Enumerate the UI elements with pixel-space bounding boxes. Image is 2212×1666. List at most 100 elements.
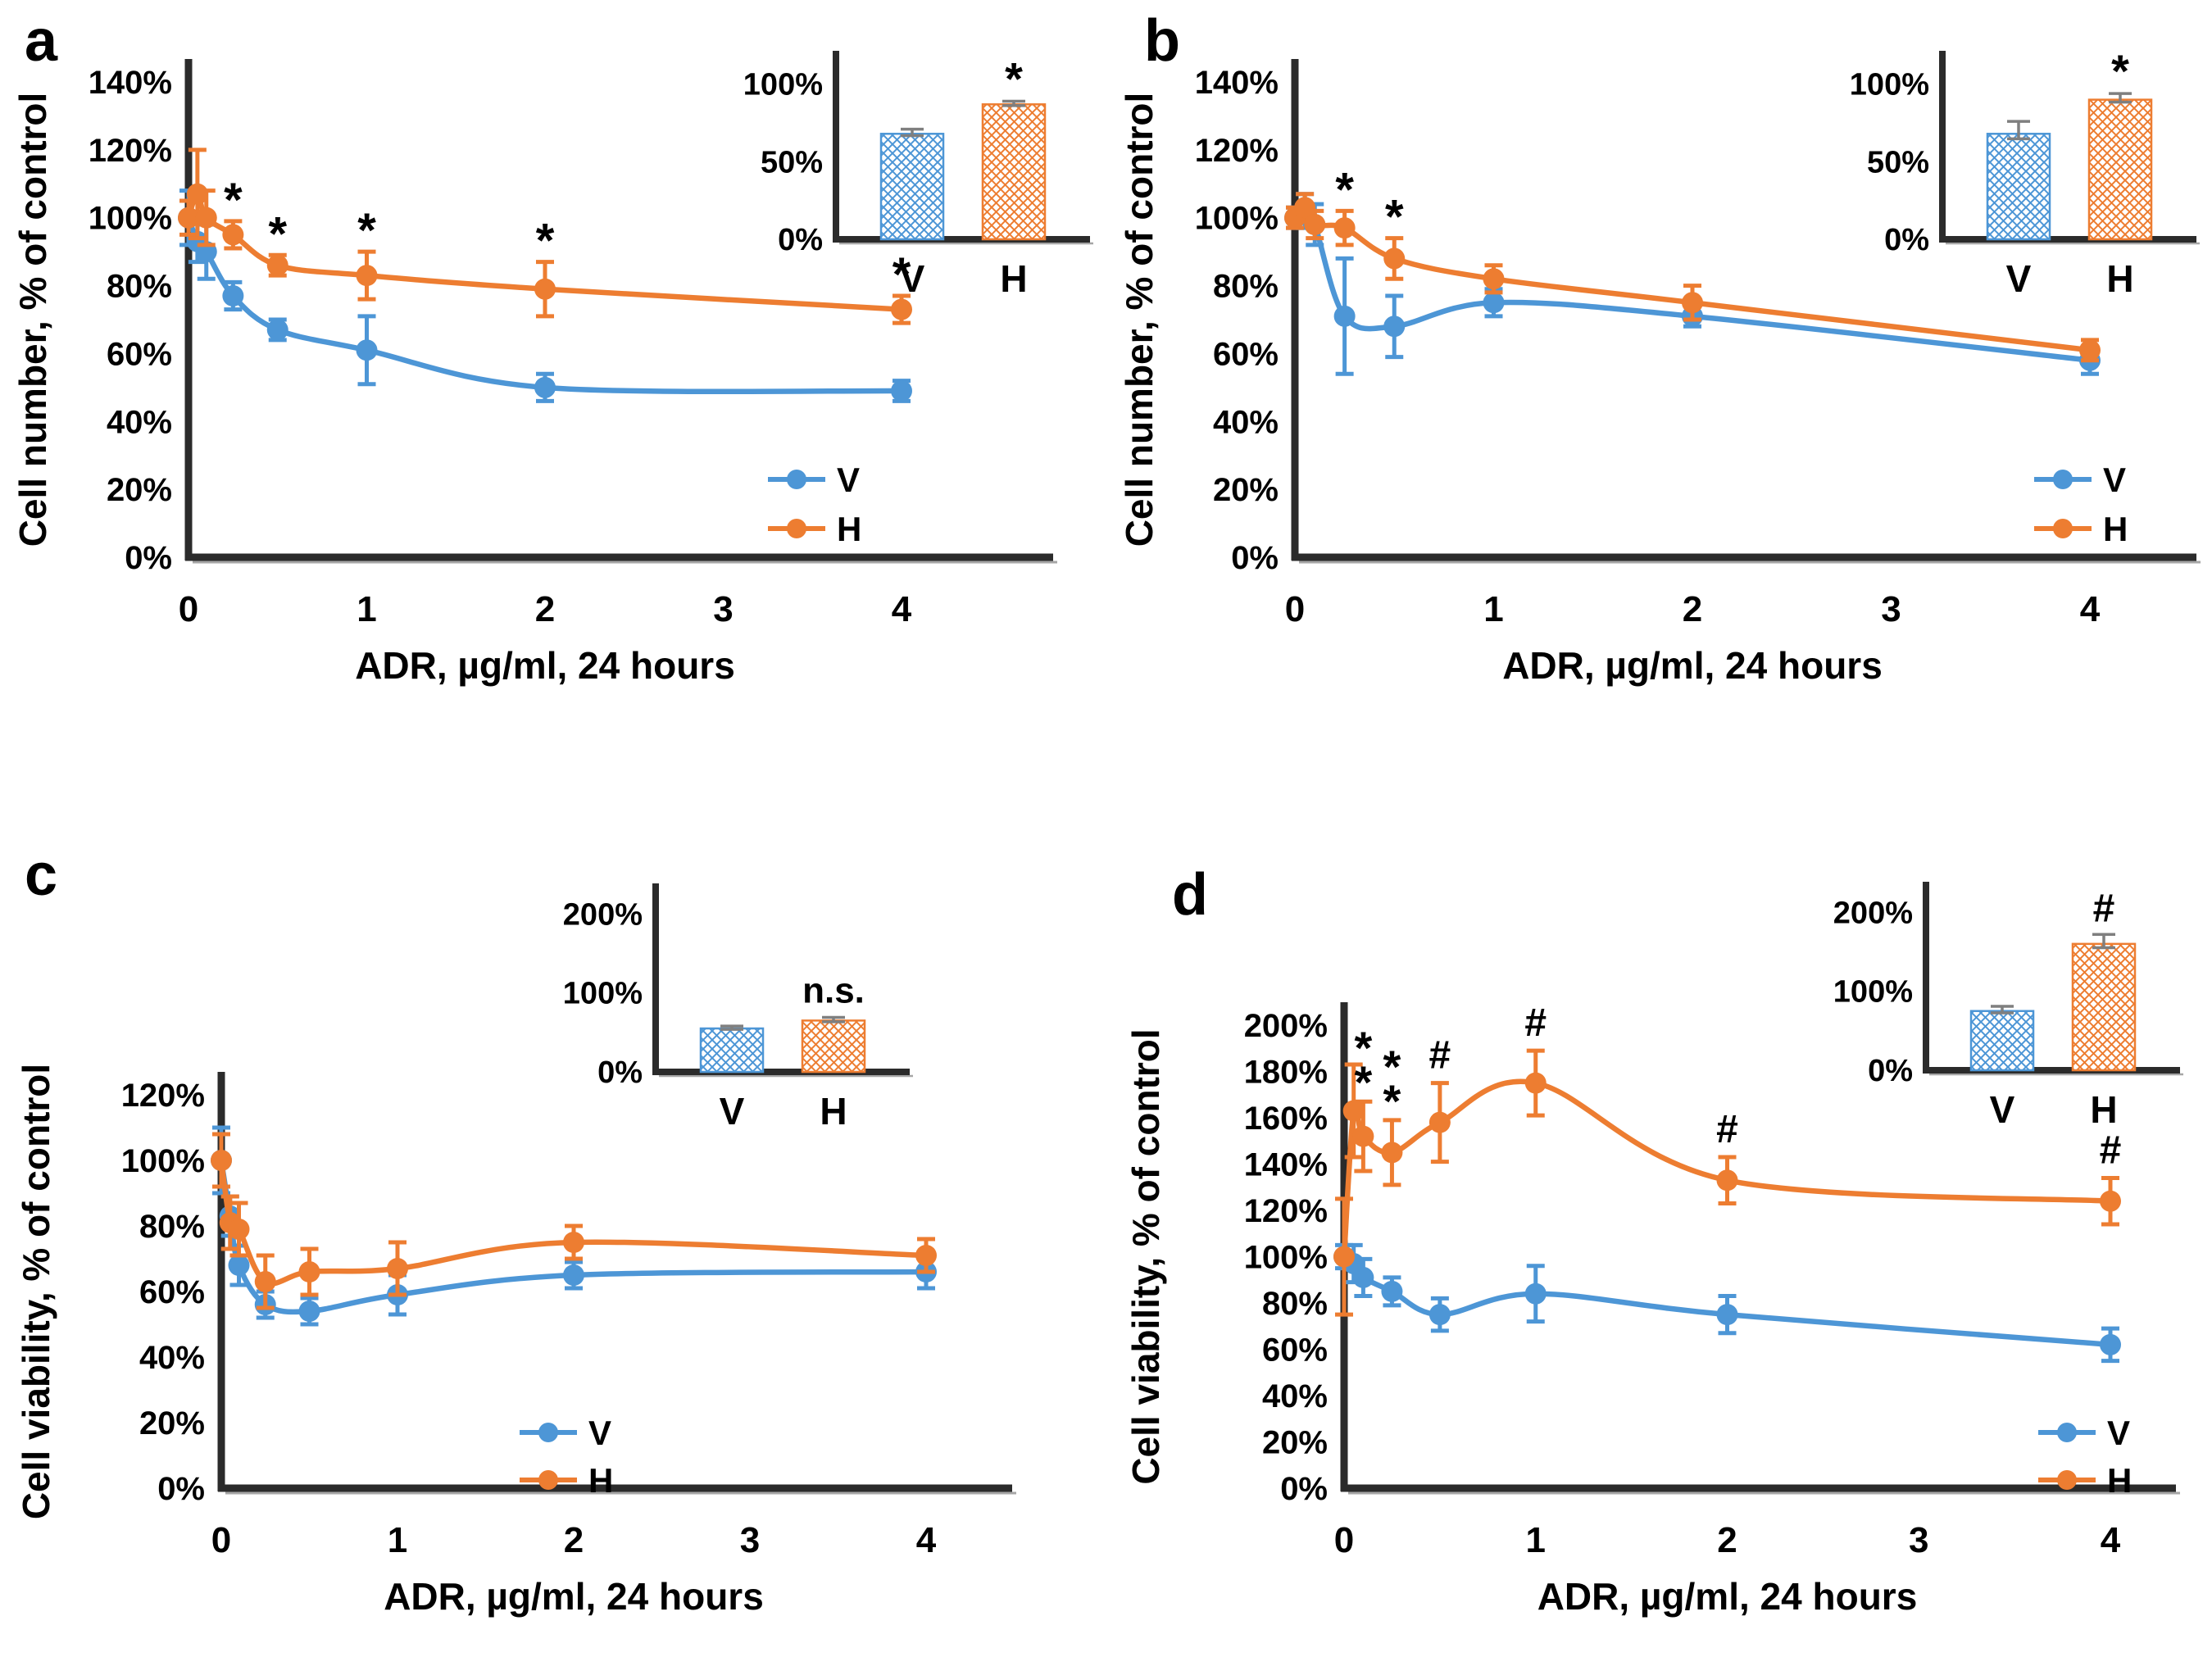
legend-label: V [837, 461, 860, 499]
x-tick-label: 1 [357, 589, 376, 629]
legend-marker [2053, 470, 2073, 489]
chart-a: 0% 20% 40% 60% 80% 100% 120% 140% 0 1 2 3 4 ADR, µg/m… [11, 51, 1093, 687]
panel-letter-a: a [25, 8, 58, 74]
chart-c: 0% 20% 40% 60% 80% 100% 120% 0 1 2 3 4 ADR, µg/ml, 2… [15, 883, 1016, 1618]
data-point-H [1381, 1142, 1403, 1164]
sig-marker: * [536, 215, 555, 268]
x-tick-label: 2 [1683, 589, 1702, 629]
data-point-H [1352, 1125, 1374, 1147]
inset-y-tick-label: 0% [778, 223, 823, 257]
legend-item-H: H [520, 1461, 613, 1500]
data-point-V [222, 285, 244, 306]
panel-c: c 0% 20% 40% 60% 80% 100% 120% 0 1 2 3 4 ADR, µg/ml,… [0, 833, 1106, 1665]
inset-bar-V [879, 133, 945, 241]
inset-y-tick-label: 50% [1867, 145, 1929, 179]
x-tick-label: 0 [1334, 1520, 1354, 1560]
y-tick-label: 80% [107, 269, 172, 305]
y-tick-label: 120% [121, 1078, 205, 1114]
data-point-H [178, 207, 199, 229]
sig-marker: # [1716, 1108, 1738, 1151]
legend-label: V [2107, 1414, 2130, 1452]
data-point-V [298, 1301, 320, 1322]
main-axes [1291, 59, 2201, 564]
data-point-H [1682, 292, 1703, 314]
y-tick-label: 40% [107, 404, 172, 440]
data-point-V [228, 1255, 250, 1276]
inset-bar-label: H [2106, 257, 2133, 300]
inset-bar-label: V [2006, 257, 2032, 300]
legend-item-H: H [2038, 1461, 2132, 1500]
y-tick-label: 180% [1244, 1055, 1328, 1091]
y-tick-label: 100% [1244, 1240, 1328, 1276]
data-point-H [2100, 1190, 2121, 1212]
data-point-H [1333, 1246, 1355, 1268]
y-tick-label: 0% [157, 1471, 205, 1507]
y-axis-title: Cell number, % of control [11, 93, 54, 547]
x-axis-title: ADR, µg/ml, 24 hours [1502, 644, 1883, 687]
x-tick-label: 0 [179, 589, 198, 629]
legend-item-V: V [768, 461, 860, 499]
series-H-line [185, 191, 905, 312]
sig-marker: * [357, 204, 376, 257]
panel-letter-c: c [25, 842, 58, 908]
data-point-V [1383, 315, 1406, 338]
series-H [1284, 192, 2101, 363]
data-point-V [356, 339, 378, 361]
sig-marker: * [1383, 1075, 1401, 1127]
inset-bar-label: H [2090, 1088, 2117, 1131]
data-point-H [1333, 217, 1356, 239]
data-point-H [356, 265, 378, 287]
series-H [178, 148, 912, 325]
inset-bar-label: V [1990, 1088, 2015, 1131]
legend-item-V: V [520, 1414, 611, 1452]
inset-bar-H [2087, 98, 2153, 241]
y-axis-title: Cell viability, % of control [1124, 1028, 1167, 1484]
legend-item-H: H [2034, 510, 2128, 548]
panel-letter-b: b [1144, 8, 1180, 74]
inset-bar-label: H [820, 1090, 847, 1133]
x-tick-label: 3 [740, 1520, 760, 1560]
inset-bar-label: V [720, 1090, 745, 1133]
y-tick-label: 80% [1213, 269, 1279, 305]
legend-marker [538, 1470, 558, 1490]
sig-marker: * [893, 248, 911, 302]
y-tick-label: 100% [1195, 201, 1279, 237]
sig-marker: * [1354, 1056, 1372, 1108]
data-point-H [1342, 1100, 1365, 1122]
legend-label: H [588, 1461, 613, 1500]
inset-y-tick-label: 200% [1833, 896, 1913, 930]
x-axis-title: ADR, µg/ml, 24 hours [355, 644, 735, 687]
data-point-V [534, 376, 556, 398]
legend-marker [787, 519, 806, 538]
sig-marker: # [1429, 1034, 1451, 1078]
y-tick-label: 60% [107, 336, 172, 372]
panel-a: a 0% 20% 40% 60% 80% 100% 120% 140% 0 1 2 3 4 ADR, µg… [0, 0, 1106, 833]
y-tick-label: 0% [1231, 540, 1279, 576]
y-tick-label: 40% [1262, 1378, 1328, 1414]
x-tick-label: 2 [564, 1520, 584, 1560]
data-point-V [2100, 1333, 2121, 1355]
y-tick-label: 140% [1244, 1147, 1328, 1183]
data-point-V [1524, 1282, 1547, 1305]
inset-bar-V [1986, 133, 2051, 241]
inset-sig-marker: * [1005, 53, 1023, 105]
inset-chart: 0% 100% 200% V Hn.s. [563, 883, 913, 1133]
inset-bar-V [699, 1027, 765, 1074]
y-axis-title: Cell number, % of control [1118, 93, 1161, 547]
data-point-V [1381, 1280, 1403, 1302]
data-point-H [1304, 214, 1326, 235]
inset-sig-marker: n.s. [802, 971, 865, 1011]
inset-bar-label: H [1000, 257, 1027, 300]
x-tick-label: 3 [713, 589, 733, 629]
sig-marker: # [1524, 1001, 1547, 1045]
inset-bar-V [1969, 1010, 2035, 1072]
y-tick-label: 0% [1280, 1471, 1328, 1507]
data-point-H [2079, 339, 2101, 361]
sig-marker: * [1335, 163, 1354, 216]
x-tick-label: 1 [1483, 589, 1503, 629]
inset-chart: 0% 100% 200% V H # [1833, 882, 2183, 1131]
data-point-H [195, 207, 217, 229]
data-point-H [915, 1245, 937, 1266]
inset-sig-marker: * [2111, 45, 2129, 97]
x-axis-title: ADR, µg/ml, 24 hours [384, 1575, 764, 1618]
